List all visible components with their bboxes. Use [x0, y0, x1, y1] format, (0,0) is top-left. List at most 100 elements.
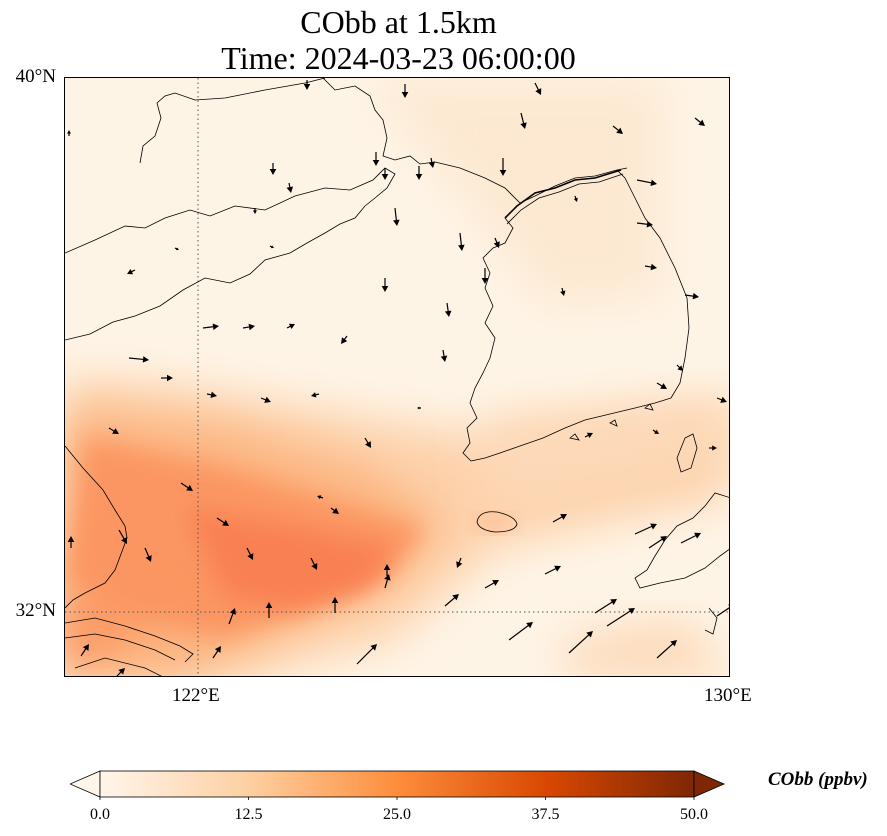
wind-arrow-shaft	[144, 547, 150, 559]
wind-arrow-head	[560, 290, 566, 296]
wind-arrow-shaft	[680, 534, 698, 544]
wind-arrow-head	[381, 286, 389, 292]
wind-arrow-head	[698, 119, 705, 126]
wind-arrow-head	[317, 495, 322, 500]
wind-arrow-head	[381, 174, 389, 180]
wind-arrow-head	[210, 391, 217, 399]
wind-arrow-head	[654, 429, 659, 434]
wind-arrow-head	[458, 244, 465, 251]
wind-arrow-head	[712, 445, 717, 451]
wind-arrow-shaft	[394, 207, 398, 222]
wind-arrow-head	[253, 210, 257, 214]
wind-arrow-shaft	[544, 567, 558, 575]
wind-arrow-head	[372, 160, 380, 166]
wind-arrow-head	[127, 268, 134, 275]
wind-arrow-shaft	[568, 633, 591, 654]
wind-arrow-head	[288, 323, 295, 330]
wind-arrow-head	[331, 597, 339, 603]
wind-arrow-head	[186, 484, 193, 491]
colorbar-max-extend	[693, 770, 726, 798]
wind-arrow-head	[650, 179, 657, 187]
wind-vectors	[67, 80, 729, 676]
colorbar-tick-0: 0.0	[90, 806, 110, 823]
wind-arrow-head	[303, 84, 311, 90]
wind-arrow-head	[650, 263, 657, 271]
wind-arrow-head	[586, 432, 593, 439]
wind-arrow-head	[365, 441, 371, 448]
wind-arrow-head	[481, 278, 489, 284]
wind-arrow-head	[677, 365, 683, 371]
map-panel	[64, 77, 730, 677]
map-title-line-1: CObb at 1.5km	[300, 4, 497, 40]
wind-arrow-head	[692, 292, 699, 300]
wind-arrow-shaft	[520, 112, 525, 126]
wind-arrow-head	[248, 323, 255, 331]
wind-arrow-head	[417, 406, 420, 410]
wind-arrow-head	[265, 602, 273, 608]
wind-arrow-head	[383, 564, 391, 570]
wind-arrow-shaft	[552, 515, 564, 523]
wind-arrow-shaft	[594, 600, 614, 614]
wind-arrow-head	[493, 241, 500, 248]
wind-arrow-head	[456, 561, 463, 568]
wind-arrow-head	[270, 245, 274, 249]
wind-arrow-head	[214, 646, 221, 653]
wind-arrow-shaft	[636, 179, 653, 184]
wind-arrow-head	[520, 122, 527, 129]
wind-arrow-head	[720, 396, 727, 403]
wind-arrow-shaft	[716, 607, 729, 617]
wind-arrow-head	[610, 599, 617, 606]
wind-arrow-head	[67, 536, 75, 542]
y-tick-40n: 40°N	[15, 66, 56, 87]
colorbar-tick-1: 12.5	[234, 806, 263, 823]
wind-arrow-shaft	[356, 646, 375, 665]
wind-arrow-head	[264, 396, 271, 403]
wind-arrow-head	[573, 197, 578, 202]
wind-arrow-head	[646, 220, 653, 228]
wind-arrow-head	[121, 537, 127, 544]
wind-arrow-head	[492, 580, 499, 586]
y-tick-32n: 32°N	[15, 600, 56, 621]
wind-arrow-head	[341, 337, 348, 344]
wind-arrow-head	[670, 640, 677, 647]
wind-arrow-head	[728, 604, 729, 606]
wind-arrow-head	[222, 519, 229, 526]
wind-arrow-head	[728, 194, 729, 196]
wind-arrow-head	[660, 383, 667, 389]
colorbar-min-extend	[70, 770, 101, 798]
wind-arrow-shaft	[444, 596, 457, 607]
wind-arrow-head	[142, 356, 149, 363]
colorbar-tick-4: 50.0	[680, 806, 708, 823]
wind-arrow-head	[145, 555, 152, 562]
wind-arrow-head	[428, 161, 436, 168]
wind-arrow-head	[118, 668, 125, 675]
wind-arrow-head	[616, 127, 623, 134]
x-tick-122e: 122°E	[172, 685, 220, 706]
wind-arrow-head	[393, 219, 400, 226]
wind-arrow-head	[311, 392, 317, 398]
wind-arrow-head	[694, 532, 701, 539]
wind-arrow-head	[444, 310, 452, 317]
x-tick-130e: 130°E	[704, 685, 752, 706]
wind-arrow-head	[401, 92, 409, 98]
wind-arrow-shaft	[636, 222, 649, 226]
wind-arrow-head	[332, 507, 339, 514]
wind-arrow-head	[384, 574, 391, 581]
coastlines	[65, 78, 729, 676]
concentration-field	[65, 78, 729, 676]
colorbar-tick-3: 37.5	[531, 806, 560, 823]
colorbar-tick-2: 25.0	[383, 806, 411, 823]
wind-arrow-head	[650, 523, 657, 530]
map-canvas	[65, 78, 729, 676]
wind-arrow-head	[554, 565, 561, 572]
wind-arrow-head	[311, 563, 318, 570]
wind-arrow-head	[660, 536, 667, 543]
wind-arrow-shaft	[128, 357, 145, 361]
wind-arrow-shaft	[228, 611, 235, 625]
wind-arrow-shaft	[118, 529, 126, 541]
wind-arrow-head	[499, 170, 507, 176]
wind-arrow-shaft	[656, 642, 675, 659]
wind-arrow-head	[269, 169, 277, 175]
wind-arrow-head	[167, 374, 173, 382]
wind-arrow-shaft	[606, 609, 632, 627]
